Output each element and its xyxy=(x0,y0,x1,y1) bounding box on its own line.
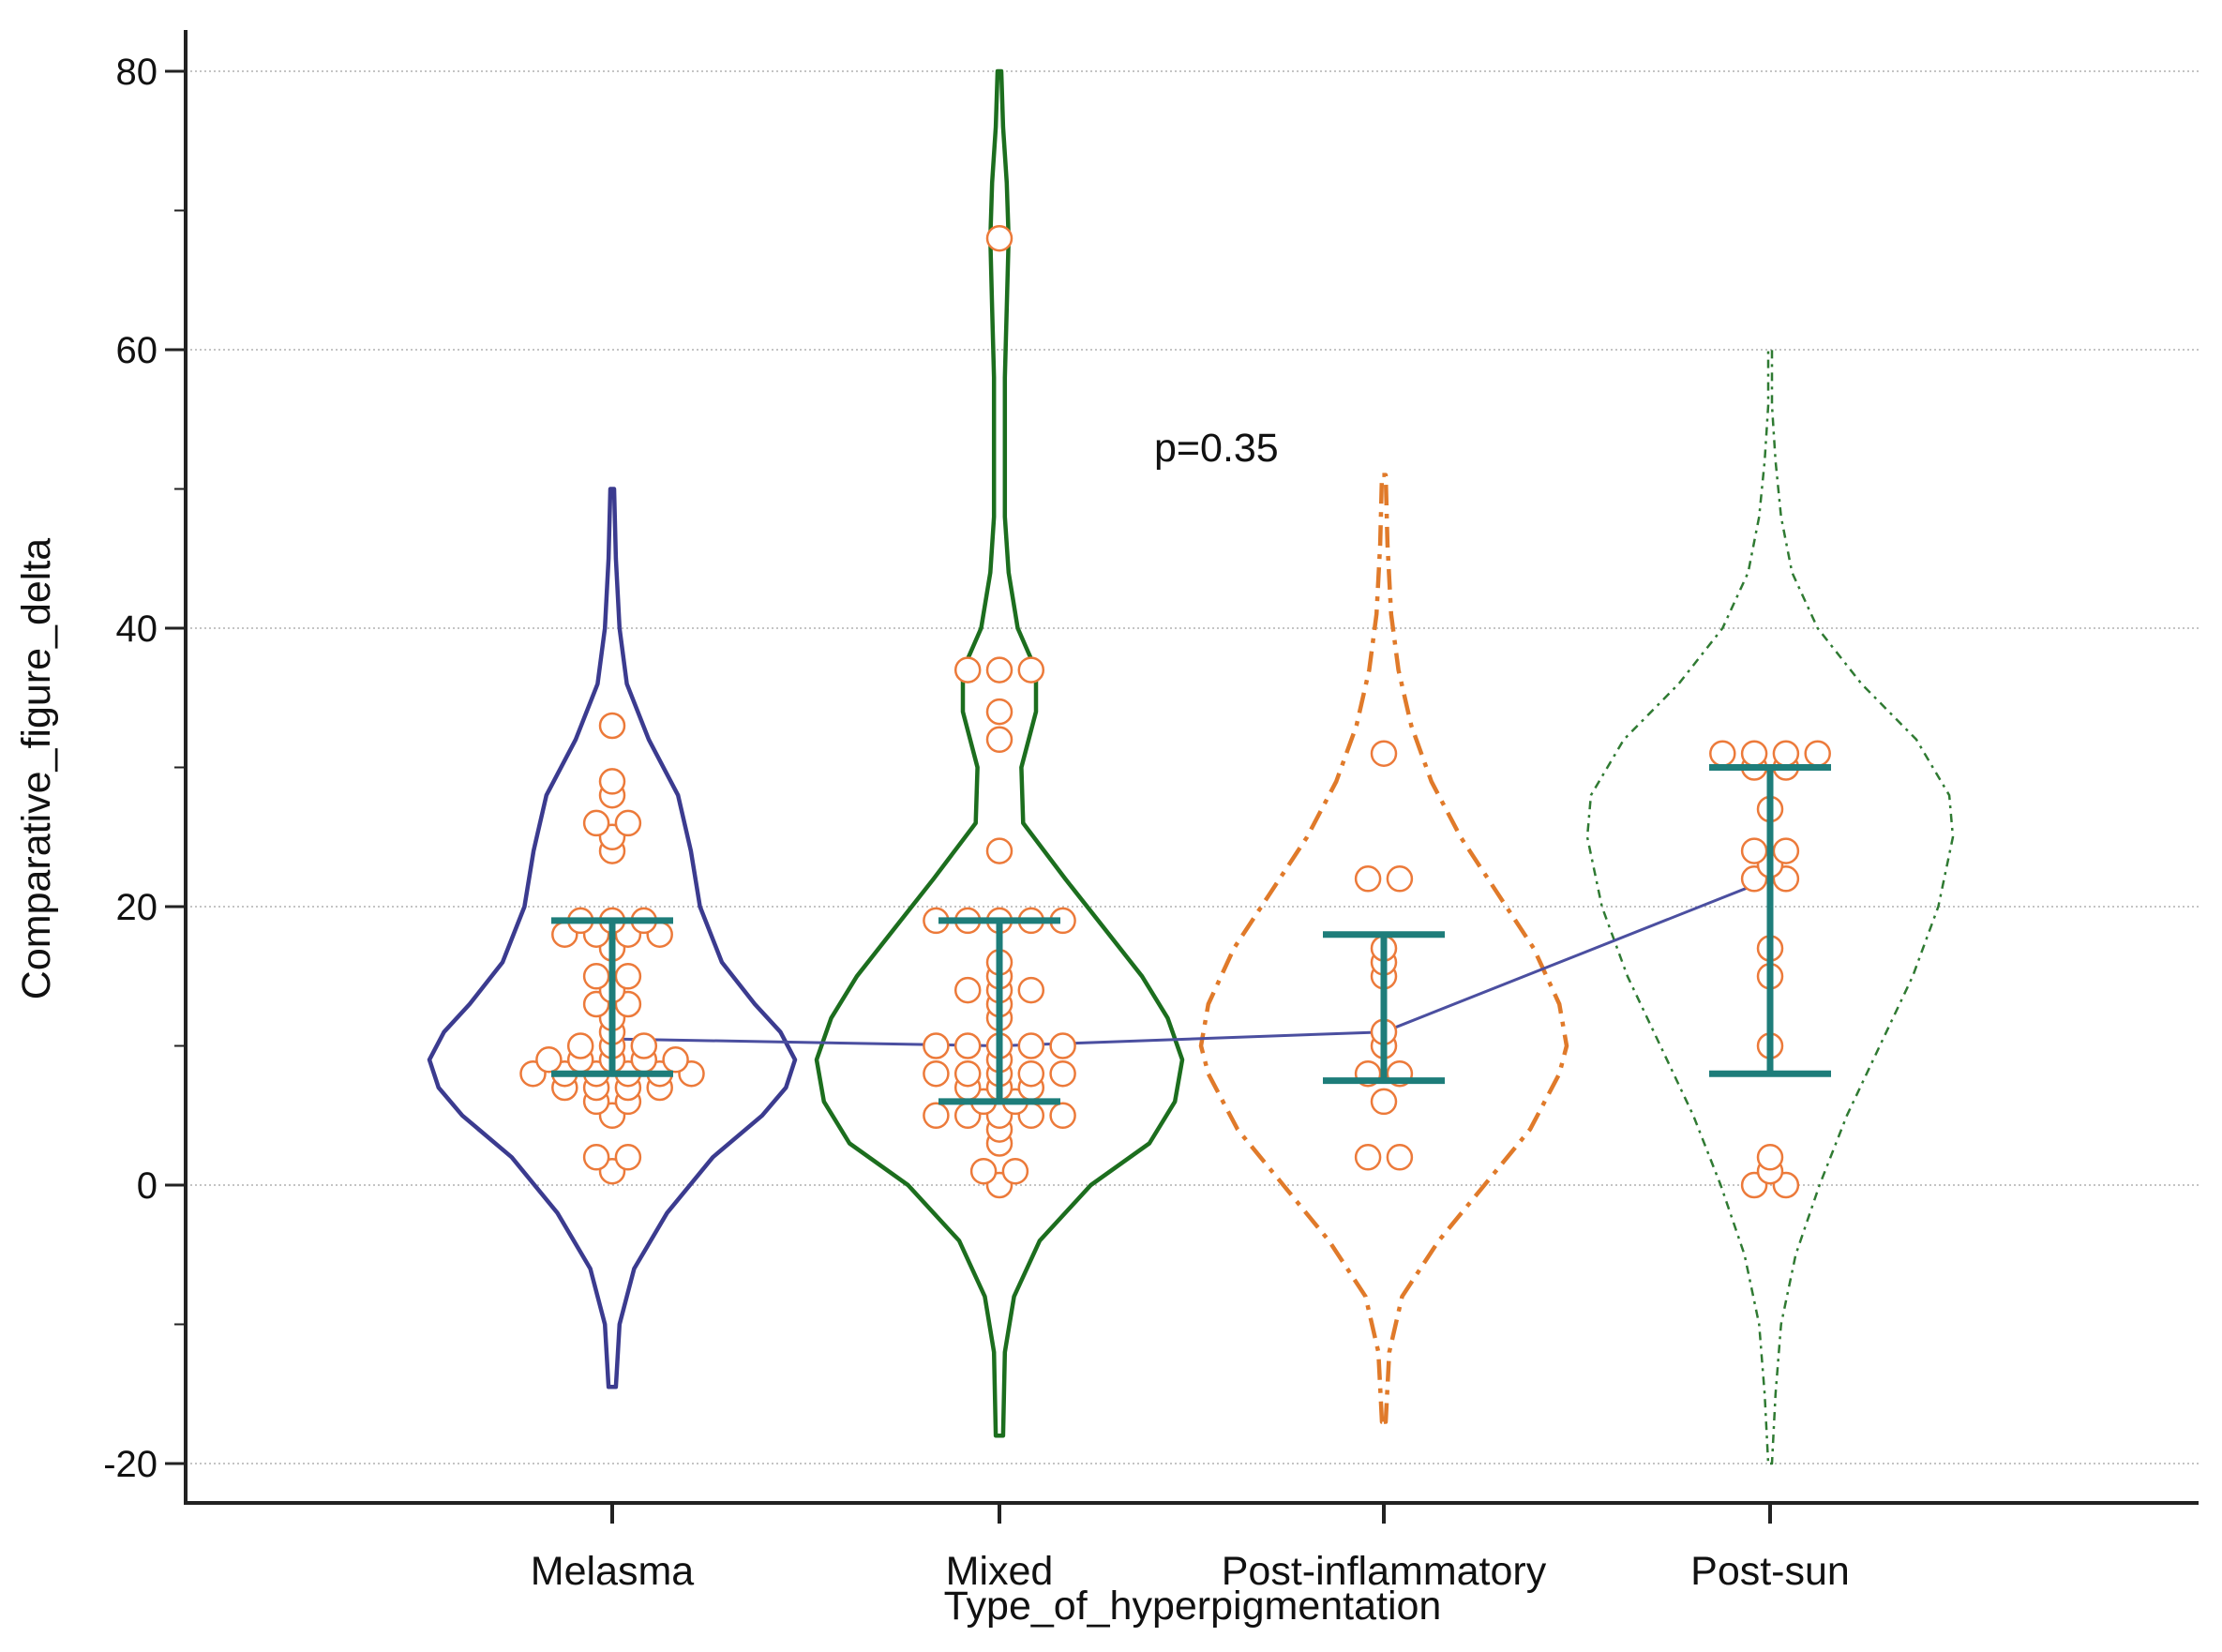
data-point xyxy=(535,1046,563,1074)
violin-0 xyxy=(427,487,798,1389)
data-point xyxy=(1386,865,1414,893)
data-point xyxy=(1386,1144,1414,1171)
data-points xyxy=(519,224,1831,1199)
data-point xyxy=(1017,1059,1045,1088)
data-point xyxy=(1001,1157,1029,1185)
trend-line-group xyxy=(611,877,1771,1048)
data-point xyxy=(598,712,626,740)
data-point xyxy=(1354,1144,1382,1171)
data-point xyxy=(598,768,626,795)
data-point xyxy=(1017,656,1045,683)
data-point xyxy=(1756,1144,1784,1171)
violin-3 xyxy=(1585,348,1955,1465)
data-point xyxy=(1017,1032,1045,1059)
y-tick-label: 60 xyxy=(116,330,158,371)
data-point xyxy=(985,698,1013,726)
data-point xyxy=(1017,976,1045,1004)
trend-line xyxy=(611,877,1771,1048)
data-point xyxy=(1740,740,1768,767)
data-point xyxy=(985,837,1013,864)
violins xyxy=(427,68,1955,1465)
data-point xyxy=(969,1157,998,1185)
data-point xyxy=(662,1046,689,1074)
data-point xyxy=(582,1144,610,1171)
data-point xyxy=(1370,1088,1398,1116)
data-point xyxy=(1354,865,1382,893)
violin-1 xyxy=(814,68,1185,1438)
data-point xyxy=(582,963,610,990)
error-bars xyxy=(551,764,1831,1105)
data-point xyxy=(1772,837,1800,864)
x-category-label: Mixed xyxy=(946,1549,1054,1594)
x-category-label: Melasma xyxy=(531,1549,695,1594)
data-point xyxy=(953,1032,982,1059)
violin-2 xyxy=(1198,473,1569,1424)
y-tick-label: 20 xyxy=(116,887,158,928)
y-axis-title: Comparative_figure_delta xyxy=(14,538,59,999)
data-point xyxy=(1740,837,1768,864)
x-axis-title: Type_of_hyperpigmentation xyxy=(944,1584,1442,1629)
data-point xyxy=(953,656,982,683)
data-point xyxy=(985,224,1013,252)
data-point xyxy=(1049,1032,1076,1059)
grid-lines xyxy=(186,70,2199,1464)
p-value-annotation: p=0.35 xyxy=(1154,426,1279,471)
data-point xyxy=(953,976,982,1004)
data-point xyxy=(614,809,642,837)
data-point xyxy=(614,963,642,990)
data-point xyxy=(985,726,1013,754)
x-category-label: Post-sun xyxy=(1690,1549,1850,1594)
data-point xyxy=(614,1144,642,1171)
data-point xyxy=(566,1032,594,1059)
data-point xyxy=(923,1032,950,1059)
y-tick-label: 0 xyxy=(137,1165,158,1207)
data-point xyxy=(953,1059,982,1088)
x-category-label: Post-inflammatory xyxy=(1222,1549,1547,1594)
data-point xyxy=(1049,1102,1076,1130)
data-point xyxy=(1709,740,1736,767)
y-tick-label: 40 xyxy=(116,608,158,650)
data-point xyxy=(582,809,610,837)
data-point xyxy=(630,1032,658,1059)
y-tick-label: -20 xyxy=(103,1444,158,1485)
data-point xyxy=(923,1059,950,1088)
data-point xyxy=(1772,740,1800,767)
data-point xyxy=(985,656,1013,683)
data-point xyxy=(1049,1059,1076,1088)
axes: -20 0 20 40 60 80 Melasma Mixed Post-inflammator… xyxy=(103,30,2199,1594)
y-tick-label: 80 xyxy=(116,52,158,93)
data-point xyxy=(1370,740,1398,767)
data-point xyxy=(1804,740,1831,767)
data-point xyxy=(923,1102,950,1130)
